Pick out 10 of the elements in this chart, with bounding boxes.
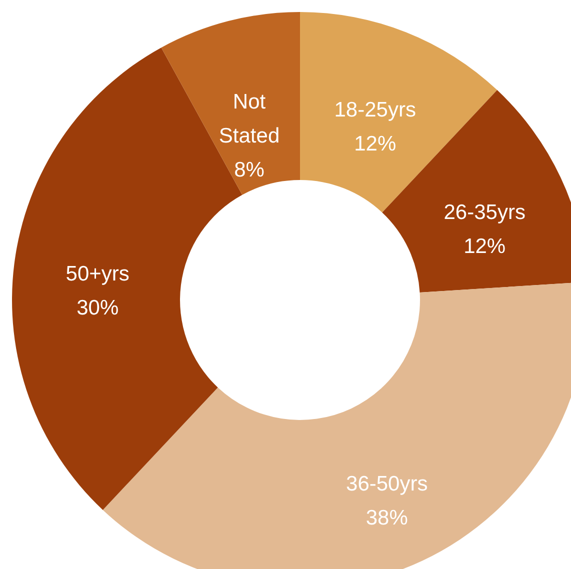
data-label: 8% <box>234 158 264 182</box>
slice-label: 18-25yrs <box>334 98 416 122</box>
data-label: 12% <box>464 235 506 258</box>
slice-label: 26-35yrs <box>444 201 526 224</box>
slice-label: 50+yrs <box>66 262 130 286</box>
data-label: 12% <box>354 132 396 156</box>
slice-label: 36-50yrs <box>346 472 428 496</box>
data-label: 38% <box>366 506 408 530</box>
data-label: 30% <box>76 296 119 320</box>
slice-label: Not Stated <box>218 90 280 148</box>
